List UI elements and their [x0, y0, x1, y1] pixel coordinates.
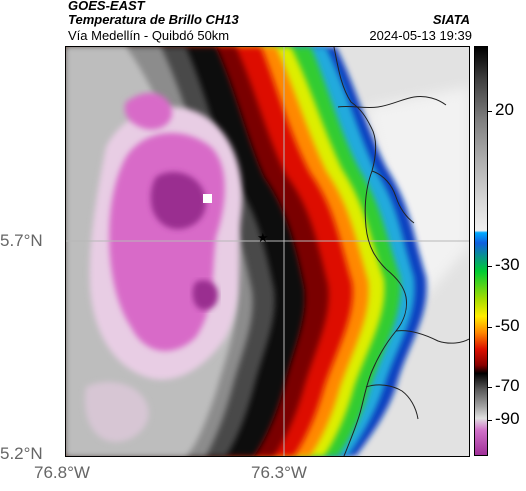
colorbar-tick-minus50 — [487, 327, 492, 328]
colorbar-tick-20 — [487, 111, 492, 112]
region-subtitle: Vía Medellín - Quibdó 50km — [68, 28, 230, 43]
municipal-border-2 — [371, 170, 415, 224]
lon-label-76-3: 76.3°W — [251, 463, 307, 482]
brightness-temperature-image — [66, 47, 469, 456]
temperature-colorbar — [474, 46, 488, 456]
colorbar-label-20: 20 — [495, 100, 514, 119]
colorbar-label-minus90: -90 — [495, 409, 520, 428]
colorbar-tick-minus70 — [487, 387, 492, 388]
colorbar-label-minus30: -30 — [495, 255, 520, 274]
colorbar-tick-minus90 — [487, 420, 492, 421]
lat-label-5-7: 5.7°N — [0, 231, 43, 250]
satellite-map[interactable]: ★ — [65, 46, 470, 457]
municipal-border — [337, 96, 447, 109]
municipal-border-4 — [365, 384, 419, 420]
municipal-border-3 — [395, 330, 469, 344]
organization-label: SIATA — [432, 12, 470, 27]
coldest-pixel — [203, 194, 212, 203]
department-border — [333, 47, 407, 456]
colorbar-label-minus70: -70 — [495, 376, 520, 395]
lon-label-76-8: 76.8°W — [34, 463, 90, 482]
colorbar-tick-minus30 — [487, 266, 492, 267]
colorbar-label-minus50: -50 — [495, 316, 520, 335]
location-star-marker[interactable]: ★ — [257, 230, 269, 245]
satellite-title: GOES-EAST — [68, 0, 145, 13]
timestamp-label: 2024-05-13 19:39 — [369, 28, 472, 43]
lat-label-5-2: 5.2°N — [0, 444, 43, 463]
product-title: Temperatura de Brillo CH13 — [68, 12, 239, 27]
